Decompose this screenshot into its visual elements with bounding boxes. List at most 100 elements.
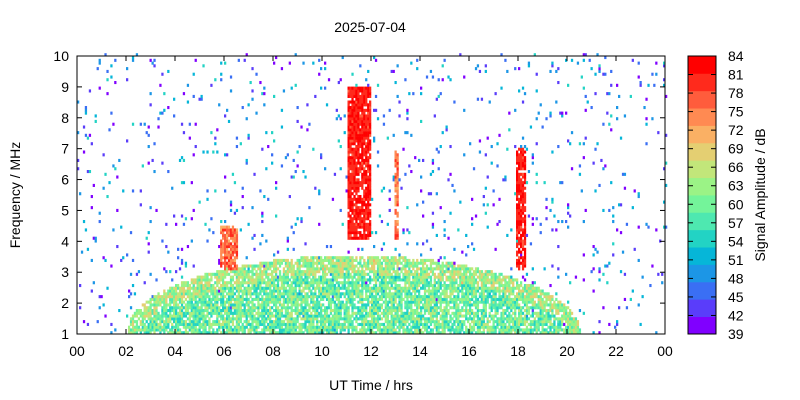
heatmap-cell [349, 195, 352, 199]
heatmap-cell [459, 309, 462, 313]
heatmap-cell [429, 261, 433, 265]
heatmap-cell [310, 322, 313, 326]
heatmap-cell [422, 270, 425, 274]
heatmap-cell [451, 311, 454, 315]
heatmap-cell [445, 128, 448, 132]
heatmap-cell [137, 328, 141, 332]
heatmap-cell [492, 328, 495, 332]
heatmap-cell [347, 211, 350, 215]
heatmap-cell [333, 306, 337, 310]
heatmap-cell [474, 289, 478, 293]
heatmap-cell [276, 284, 280, 288]
heatmap-cell [143, 328, 146, 332]
heatmap-cell [396, 211, 399, 215]
heatmap-cell [255, 270, 258, 274]
heatmap-cell [312, 303, 315, 307]
heatmap-cell [178, 331, 182, 335]
heatmap-cell [443, 284, 446, 288]
heatmap-cell [492, 278, 495, 282]
heatmap-cell [349, 225, 352, 229]
heatmap-cell [439, 256, 442, 260]
heatmap-cell [241, 311, 244, 315]
heatmap-cell [318, 325, 321, 329]
heatmap-cell [410, 272, 413, 276]
heatmap-cell [206, 331, 209, 335]
heatmap-cell [227, 325, 231, 329]
heatmap-cell [126, 67, 129, 71]
heatmap-cell [198, 295, 201, 299]
heatmap-cell [478, 309, 482, 313]
heatmap-cell [271, 292, 274, 296]
heatmap-cell [222, 228, 225, 232]
heatmap-cell [235, 208, 239, 212]
heatmap-cell [294, 83, 297, 87]
heatmap-cell [472, 300, 476, 304]
heatmap-cell [180, 156, 184, 160]
heatmap-cell [267, 322, 270, 326]
heatmap-cell [269, 295, 272, 299]
heatmap-cell [365, 267, 368, 271]
heatmap-cell [257, 297, 260, 301]
heatmap-cell [275, 272, 278, 276]
heatmap-cell [145, 325, 148, 329]
heatmap-cell [365, 178, 368, 182]
heatmap-cell [194, 303, 197, 307]
heatmap-cell [345, 309, 348, 313]
heatmap-cell [231, 286, 235, 290]
heatmap-cell [235, 286, 239, 290]
heatmap-cell [345, 275, 348, 279]
heatmap-cell [482, 286, 485, 290]
heatmap-cell [431, 270, 435, 274]
heatmap-cell [267, 197, 270, 201]
heatmap-cell [341, 306, 344, 310]
heatmap-cell [373, 297, 376, 301]
heatmap-cell [182, 314, 186, 318]
heatmap-cell [284, 314, 288, 318]
heatmap-cell [331, 325, 335, 329]
heatmap-cell [267, 309, 270, 313]
heatmap-cell [204, 292, 207, 296]
heatmap-cell [335, 278, 338, 282]
heatmap-cell [190, 328, 193, 332]
heatmap-cell [476, 320, 480, 324]
heatmap-cell [204, 306, 207, 310]
heatmap-cell [327, 303, 331, 307]
heatmap-cell [175, 306, 178, 310]
heatmap-cell [410, 314, 413, 318]
heatmap-cell [308, 267, 311, 271]
heatmap-cell [347, 100, 350, 104]
heatmap-cell [394, 256, 397, 260]
heatmap-cell [255, 328, 258, 332]
heatmap-cell [192, 264, 195, 268]
heatmap-cell [369, 286, 372, 290]
heatmap-cell [202, 286, 205, 290]
heatmap-cell [259, 292, 262, 296]
heatmap-cell [410, 320, 413, 324]
heatmap-cell [175, 317, 178, 321]
heatmap-cell [392, 286, 395, 290]
heatmap-cell [367, 286, 370, 290]
heatmap-cell [474, 322, 478, 326]
heatmap-cell [361, 203, 364, 207]
heatmap-cell [302, 306, 305, 310]
heatmap-cell [361, 100, 364, 104]
heatmap-cell [316, 284, 319, 288]
heatmap-cell [267, 272, 270, 276]
heatmap-cell [455, 289, 458, 293]
heatmap-cell [349, 175, 352, 179]
heatmap-cell [324, 67, 327, 71]
heatmap-cell [345, 300, 348, 304]
heatmap-cell [237, 289, 240, 293]
heatmap-cell [308, 206, 311, 210]
heatmap-cell [200, 278, 203, 282]
heatmap-cell [347, 220, 350, 224]
heatmap-cell [188, 286, 191, 290]
heatmap-cell [273, 292, 276, 296]
heatmap-cell [474, 272, 478, 276]
heatmap-cell [149, 220, 152, 224]
heatmap-cell [369, 258, 372, 262]
heatmap-cell [325, 331, 329, 335]
heatmap-cell [282, 328, 286, 332]
heatmap-cell [367, 164, 370, 168]
heatmap-cell [384, 278, 387, 282]
